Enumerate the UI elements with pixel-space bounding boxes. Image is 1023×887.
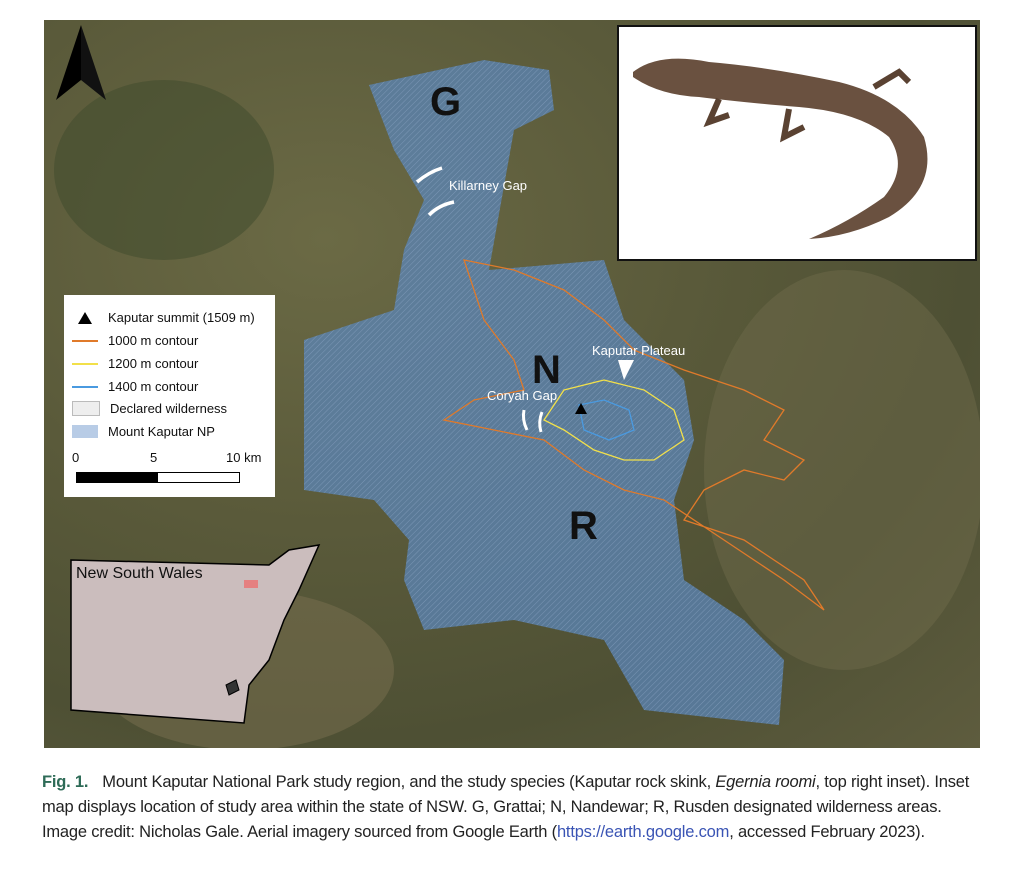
contour-1400 [578, 399, 635, 441]
triangle-icon [78, 311, 92, 324]
figure-number: Fig. 1. [42, 773, 89, 791]
legend-label: Kaputar summit (1509 m) [108, 310, 255, 325]
figure-caption: Fig. 1. Mount Kaputar National Park study… [42, 770, 987, 845]
coryah-gap-label: Coryah Gap [487, 388, 558, 403]
legend-item-wilderness: Declared wilderness [72, 401, 227, 416]
legend-label: 1200 m contour [108, 356, 199, 371]
killarney-gap-marker [415, 166, 455, 217]
fill-swatch [72, 425, 98, 438]
kaputar-plateau-label: Kaputar Plateau [592, 343, 686, 358]
region-label-grattai: G [430, 80, 462, 124]
caption-text: , top right inset). Inset map displays l… [42, 773, 970, 841]
scale-tick: 0 [72, 450, 80, 465]
line-swatch [72, 385, 98, 388]
skink-photo-inset [617, 25, 977, 261]
coryah-gap-marker [521, 409, 544, 433]
north-arrow-icon [56, 25, 106, 100]
google-earth-link[interactable]: https://earth.google.com [556, 823, 730, 841]
hatched-swatch [72, 401, 100, 416]
region-label-rusden: R [569, 504, 598, 548]
legend-label: Declared wilderness [110, 401, 228, 416]
kaputar-summit-marker [575, 403, 587, 414]
map-graphics [54, 25, 980, 748]
contour-1200 [543, 379, 685, 461]
legend-label: 1400 m contour [108, 379, 199, 394]
legend-label: Mount Kaputar NP [108, 424, 215, 439]
map: G N R Killarney Gap Kaputar Plateau Cory… [44, 20, 980, 748]
plateau-pointer [618, 360, 634, 380]
caption-text: , accessed February 2023). [729, 823, 925, 841]
skink-photo [633, 58, 928, 240]
killarney-gap-label: Killarney Gap [449, 178, 528, 193]
caption-text: Mount Kaputar National Park study region… [102, 773, 716, 791]
scale-bar [76, 472, 240, 483]
map-legend: Kaputar summit (1509 m) 1000 m contour 1… [64, 295, 275, 497]
legend-item-1200: 1200 m contour [72, 356, 198, 371]
line-swatch [72, 339, 98, 342]
scale-tick: 10 km [226, 450, 262, 465]
inset-state-label: New South Wales [76, 565, 203, 582]
nsw-inset-map [70, 544, 321, 724]
contour-1000 [442, 259, 825, 611]
legend-item-summit: Kaputar summit (1509 m) [72, 310, 255, 325]
region-label-nandewar: N [532, 348, 561, 392]
line-swatch [72, 362, 98, 365]
species-name: Egernia roomi [715, 773, 816, 791]
legend-item-np: Mount Kaputar NP [72, 424, 215, 439]
legend-label: 1000 m contour [108, 333, 199, 348]
legend-item-1400: 1400 m contour [72, 379, 198, 394]
scale-tick: 5 [150, 450, 158, 465]
legend-item-1000: 1000 m contour [72, 333, 198, 348]
